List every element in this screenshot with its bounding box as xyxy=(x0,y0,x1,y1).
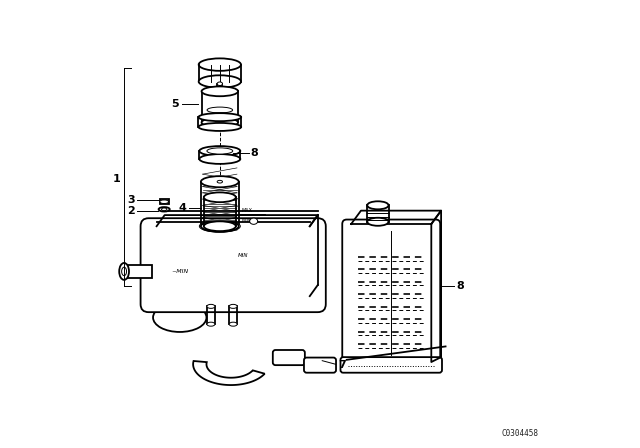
Ellipse shape xyxy=(153,303,207,332)
Ellipse shape xyxy=(198,123,241,131)
Text: C0304458: C0304458 xyxy=(501,429,538,438)
Ellipse shape xyxy=(199,146,240,156)
FancyBboxPatch shape xyxy=(340,357,442,373)
Text: 3: 3 xyxy=(127,195,134,205)
Ellipse shape xyxy=(229,322,237,326)
FancyBboxPatch shape xyxy=(141,218,326,312)
Ellipse shape xyxy=(161,208,167,211)
Text: 5: 5 xyxy=(172,99,179,109)
Ellipse shape xyxy=(207,148,233,154)
Text: 4: 4 xyxy=(178,203,186,213)
Text: MAX: MAX xyxy=(242,208,253,213)
Ellipse shape xyxy=(367,201,388,209)
Ellipse shape xyxy=(198,75,241,88)
Ellipse shape xyxy=(250,218,258,224)
Ellipse shape xyxy=(204,192,236,202)
Ellipse shape xyxy=(201,176,239,187)
Ellipse shape xyxy=(119,263,129,280)
Ellipse shape xyxy=(204,221,236,231)
Text: 7: 7 xyxy=(338,360,346,370)
Polygon shape xyxy=(193,361,265,385)
Ellipse shape xyxy=(198,58,241,71)
Ellipse shape xyxy=(202,86,238,96)
Ellipse shape xyxy=(367,218,388,226)
Text: ~MIN: ~MIN xyxy=(171,269,188,274)
Text: MIN: MIN xyxy=(237,254,248,258)
Ellipse shape xyxy=(160,200,168,203)
Bar xyxy=(124,265,152,278)
Ellipse shape xyxy=(202,117,238,127)
Text: 8: 8 xyxy=(251,148,259,158)
FancyBboxPatch shape xyxy=(273,350,305,365)
Ellipse shape xyxy=(217,181,223,183)
Text: MIN: MIN xyxy=(242,218,251,223)
Ellipse shape xyxy=(199,154,240,164)
FancyBboxPatch shape xyxy=(304,358,336,373)
Text: 8: 8 xyxy=(456,281,463,291)
Text: 2: 2 xyxy=(127,206,134,215)
Ellipse shape xyxy=(199,220,240,232)
Ellipse shape xyxy=(201,221,239,232)
Ellipse shape xyxy=(198,113,241,121)
Ellipse shape xyxy=(217,90,223,93)
Ellipse shape xyxy=(207,304,215,308)
FancyBboxPatch shape xyxy=(342,220,440,366)
Ellipse shape xyxy=(217,82,223,86)
Ellipse shape xyxy=(229,304,237,308)
Ellipse shape xyxy=(159,207,170,211)
Ellipse shape xyxy=(207,322,215,326)
Text: 1: 1 xyxy=(113,174,121,185)
Bar xyxy=(160,199,168,204)
Ellipse shape xyxy=(122,267,127,276)
